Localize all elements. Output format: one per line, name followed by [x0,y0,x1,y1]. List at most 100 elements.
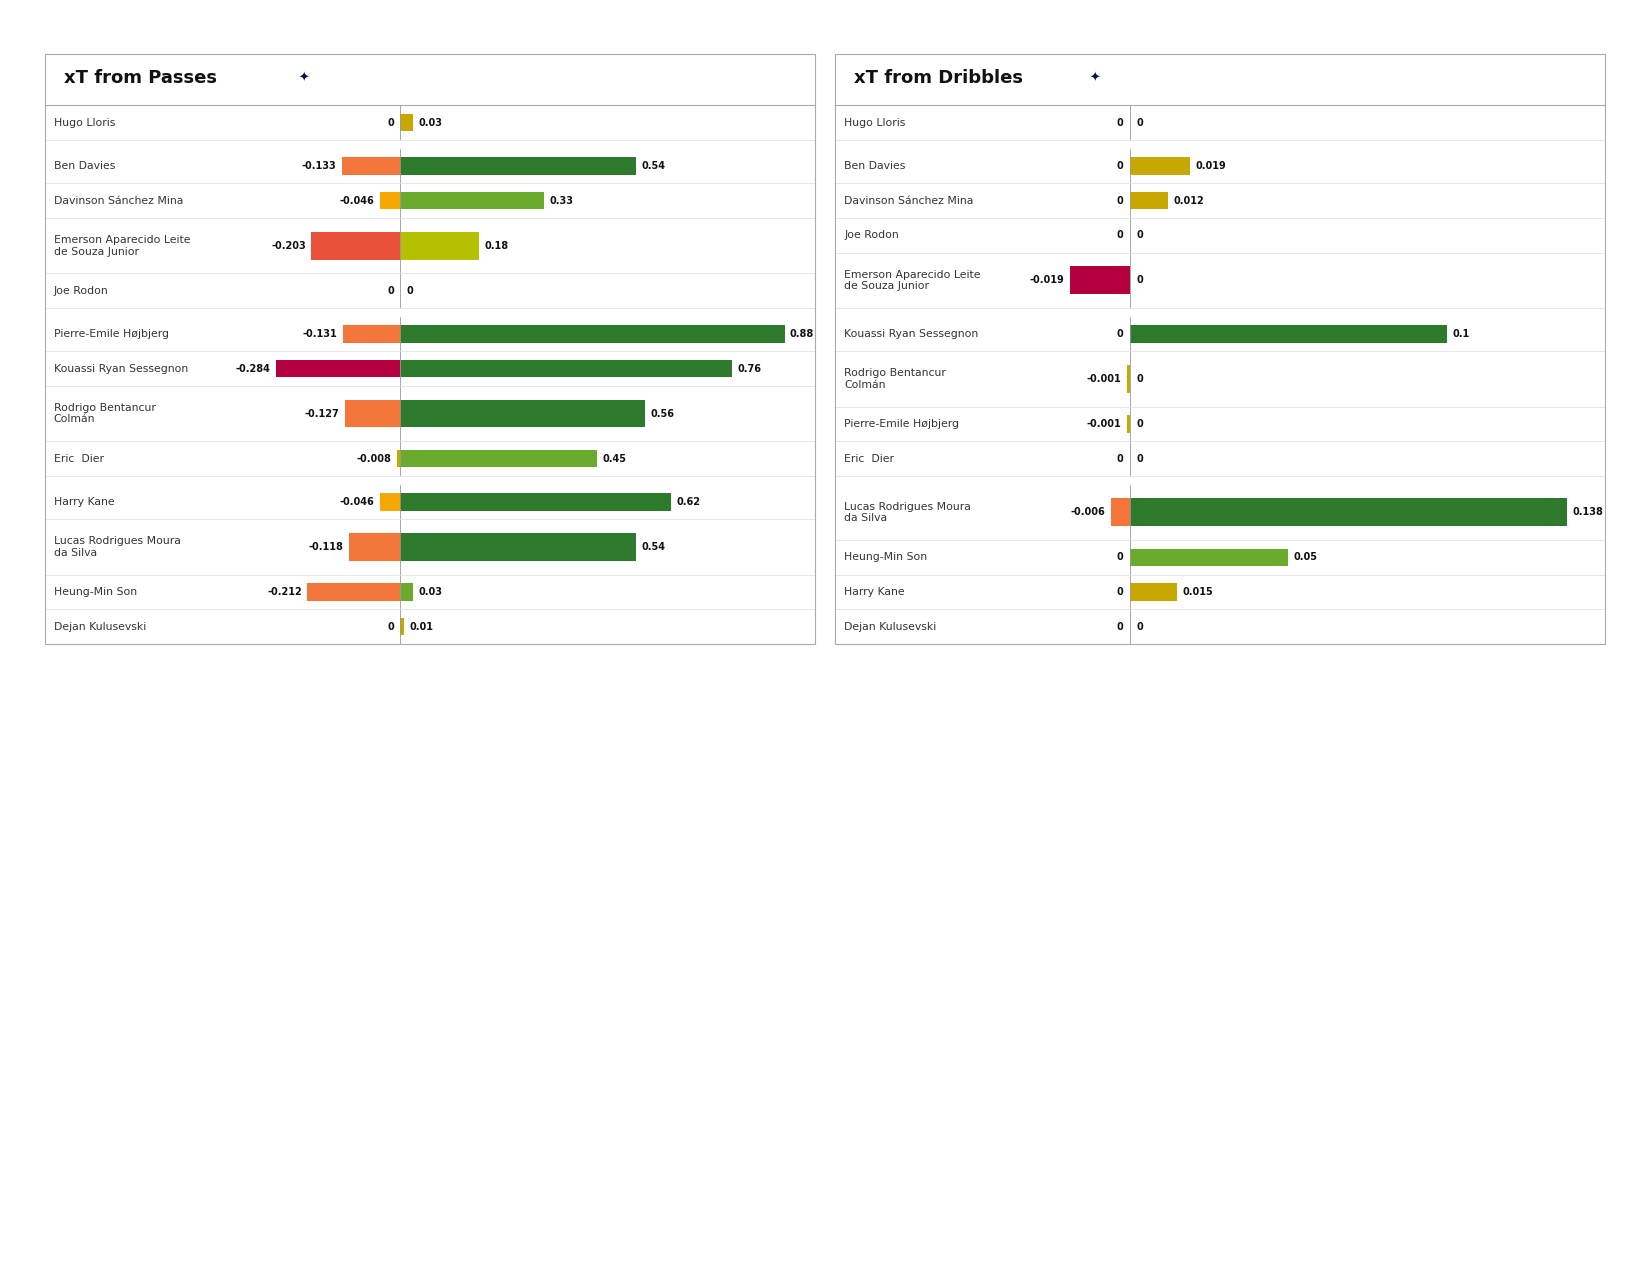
Text: 0: 0 [1117,117,1124,128]
Text: 0.03: 0.03 [419,586,442,597]
Text: -0.046: -0.046 [340,497,375,507]
Text: -0.212: -0.212 [267,586,302,597]
Text: 0.88: 0.88 [790,329,813,339]
Text: Pierre-Emile Højbjerg: Pierre-Emile Højbjerg [845,419,959,428]
Bar [1130,499,1567,527]
Text: Eric  Dier: Eric Dier [54,454,104,464]
Bar [1110,499,1130,527]
Bar [399,533,635,561]
Text: -0.133: -0.133 [302,161,337,171]
Bar [396,450,399,468]
Text: Davinson Sánchez Mina: Davinson Sánchez Mina [845,195,974,205]
Bar [1130,193,1168,209]
Bar [399,115,412,131]
Text: -0.001: -0.001 [1087,419,1122,428]
Bar [399,583,412,601]
Text: 0.03: 0.03 [419,117,442,128]
Bar [399,157,635,175]
Text: 0.45: 0.45 [602,454,625,464]
Text: 0.012: 0.012 [1173,195,1204,205]
Text: Harry Kane: Harry Kane [54,497,114,507]
Text: 0: 0 [1137,275,1143,286]
Text: Emerson Aparecido Leite
de Souza Junior: Emerson Aparecido Leite de Souza Junior [54,235,190,256]
Bar [307,583,399,601]
Text: Dejan Kulusevski: Dejan Kulusevski [54,622,147,631]
Text: 0.019: 0.019 [1196,161,1226,171]
Text: -0.131: -0.131 [302,329,338,339]
Text: 0: 0 [406,286,412,296]
Bar [348,533,399,561]
Text: -0.046: -0.046 [340,195,375,205]
Text: 0: 0 [1117,454,1124,464]
Text: Lucas Rodrigues Moura
da Silva: Lucas Rodrigues Moura da Silva [845,501,970,523]
Text: Kouassi Ryan Sessegnon: Kouassi Ryan Sessegnon [845,329,978,339]
Text: Ben Davies: Ben Davies [54,161,116,171]
Text: Dejan Kulusevski: Dejan Kulusevski [845,622,937,631]
Bar [1130,325,1447,343]
Bar [312,232,399,260]
Text: 0.015: 0.015 [1183,586,1214,597]
Text: 0.05: 0.05 [1294,552,1318,562]
Text: 0: 0 [1117,586,1124,597]
Text: -0.006: -0.006 [1071,507,1106,518]
Bar [380,193,399,209]
Text: Harry Kane: Harry Kane [845,586,904,597]
Bar [399,618,404,635]
Text: 0.1: 0.1 [1452,329,1470,339]
Text: 0: 0 [1137,231,1143,240]
Text: -0.127: -0.127 [305,408,340,418]
Text: ✦: ✦ [1089,71,1099,85]
Text: 0.56: 0.56 [650,408,675,418]
Text: 0: 0 [1117,161,1124,171]
Text: xT from Dribbles: xT from Dribbles [855,69,1023,88]
Text: Hugo Lloris: Hugo Lloris [54,117,116,128]
Text: 0: 0 [1117,329,1124,339]
Text: Rodrigo Bentancur
Colmán: Rodrigo Bentancur Colmán [845,368,945,390]
Bar [399,232,478,260]
Text: 0.18: 0.18 [483,241,508,251]
Text: 0: 0 [1117,231,1124,240]
Text: 0.01: 0.01 [409,622,434,631]
Bar [276,360,399,377]
Text: 0: 0 [1117,195,1124,205]
Text: 0: 0 [1137,419,1143,428]
Text: 0.54: 0.54 [642,542,665,552]
Text: 0.33: 0.33 [549,195,574,205]
Bar [1127,416,1130,432]
Text: 0: 0 [1137,454,1143,464]
Text: 0: 0 [1137,374,1143,384]
Text: -0.284: -0.284 [236,363,271,374]
Text: 0: 0 [1137,622,1143,631]
Text: Heung-Min Son: Heung-Min Son [845,552,927,562]
Text: Emerson Aparecido Leite
de Souza Junior: Emerson Aparecido Leite de Souza Junior [845,269,980,291]
Text: Ben Davies: Ben Davies [845,161,906,171]
Text: 0: 0 [1137,117,1143,128]
Text: Lucas Rodrigues Moura
da Silva: Lucas Rodrigues Moura da Silva [54,536,180,557]
Text: Kouassi Ryan Sessegnon: Kouassi Ryan Sessegnon [54,363,188,374]
Bar [345,400,399,427]
Bar [380,493,399,510]
Text: -0.008: -0.008 [356,454,391,464]
Text: 0.54: 0.54 [642,161,665,171]
Text: Joe Rodon: Joe Rodon [845,231,899,240]
Text: Rodrigo Bentancur
Colmán: Rodrigo Bentancur Colmán [54,403,155,425]
Bar [1130,548,1289,566]
Bar [1130,157,1190,175]
Bar [399,400,645,427]
Bar [1069,266,1130,295]
Bar [1127,365,1130,393]
Text: xT from Passes: xT from Passes [64,69,216,88]
Bar [399,325,784,343]
Text: Pierre-Emile Højbjerg: Pierre-Emile Højbjerg [54,329,168,339]
Text: 0: 0 [1117,622,1124,631]
Text: 0: 0 [388,286,394,296]
Bar [399,193,544,209]
Bar [399,493,672,510]
Text: -0.118: -0.118 [309,542,343,552]
Text: Heung-Min Son: Heung-Min Son [54,586,137,597]
Text: -0.019: -0.019 [1030,275,1064,286]
Text: 0: 0 [388,117,394,128]
Text: -0.203: -0.203 [271,241,305,251]
Text: 0: 0 [388,622,394,631]
Text: ✦: ✦ [299,71,309,85]
